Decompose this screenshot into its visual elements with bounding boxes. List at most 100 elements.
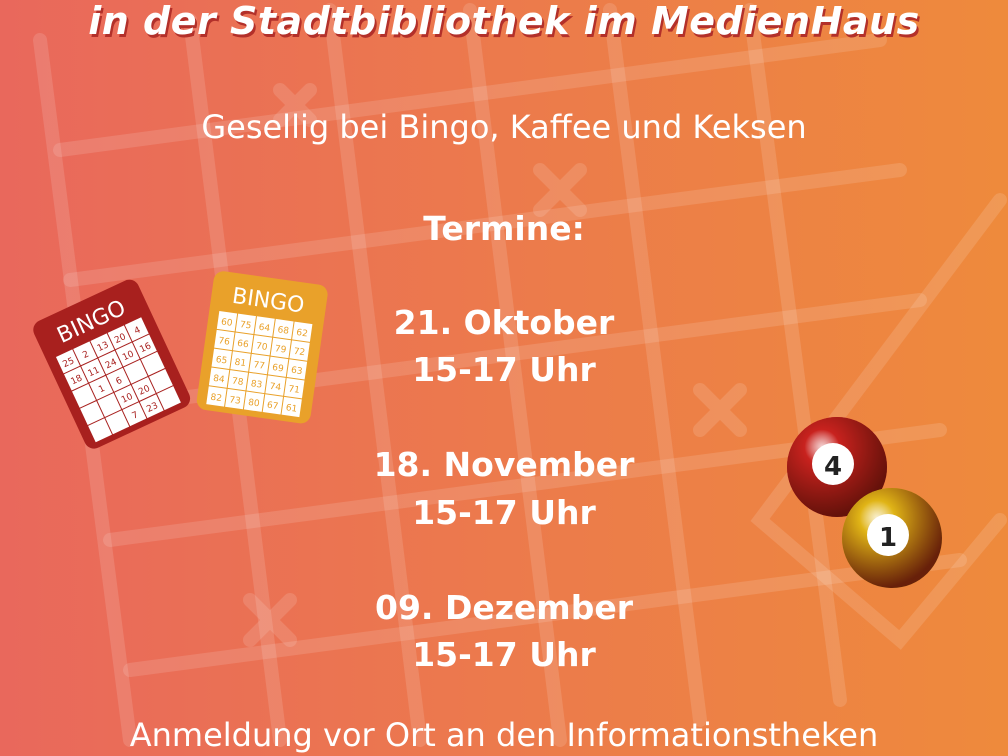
bingo-number: 79 <box>274 344 287 356</box>
date-2: 18. November <box>373 445 635 484</box>
bingo-number: 67 <box>266 401 279 412</box>
bingo-cell <box>122 402 147 427</box>
bingo-cell <box>284 378 305 399</box>
bingo-number: 73 <box>229 395 242 406</box>
date-3: 09. Dezember <box>375 588 633 627</box>
bingo-cell <box>206 386 227 407</box>
poster-title: in der Stadtbibliothek im MedienHaus <box>88 0 920 43</box>
bingo-cell <box>208 367 230 388</box>
bingo-number: 78 <box>231 376 244 388</box>
bingo-number: 72 <box>293 347 306 358</box>
subtitle: Gesellig bei Bingo, Kaffee und Keksen <box>201 108 807 146</box>
bingo-number: 69 <box>272 363 285 375</box>
bingo-cell <box>233 332 254 353</box>
bingo-number: 81 <box>234 358 247 369</box>
bingo-number: 61 <box>285 403 298 414</box>
bingo-ball-4: 4 <box>787 417 887 517</box>
bingo-cell <box>235 313 256 334</box>
bingo-cell <box>90 333 115 358</box>
bingo-cell <box>246 372 267 394</box>
bingo-number: 2 <box>81 349 90 360</box>
bingo-number: 18 <box>70 373 85 387</box>
bingo-cell <box>88 418 113 443</box>
bingo-balls-illustration: 41 <box>787 417 942 588</box>
bingo-number: 66 <box>237 339 250 351</box>
bingo-cell <box>98 350 123 375</box>
bingo-cell <box>156 386 181 411</box>
bingo-cell <box>262 394 284 415</box>
bingo-number: 68 <box>277 325 290 337</box>
bingo-number: 60 <box>220 317 233 329</box>
time-3: 15-17 Uhr <box>412 635 596 674</box>
bingo-cell <box>289 340 310 361</box>
bingo-number: 10 <box>120 392 135 406</box>
bingo-cell <box>214 329 235 351</box>
bingo-cell <box>131 376 156 401</box>
bingo-number: 82 <box>210 393 223 404</box>
bingo-number: 20 <box>113 332 128 346</box>
bingo-cell <box>81 358 106 383</box>
bingo-cell <box>123 359 148 384</box>
bingo-number: 23 <box>145 401 160 415</box>
bingo-cell <box>292 321 313 342</box>
bingo-number: 62 <box>296 328 309 339</box>
bingo-number: 83 <box>250 379 263 390</box>
bingo-number: 16 <box>138 341 153 355</box>
bingo-cell <box>273 318 294 340</box>
bingo-cell <box>251 335 273 356</box>
time-1: 15-17 Uhr <box>412 350 596 389</box>
bingo-number: 65 <box>215 355 228 366</box>
bingo-number: 13 <box>96 340 111 354</box>
bingo-number: 11 <box>87 365 102 379</box>
bingo-cell <box>139 394 164 419</box>
bingo-cell <box>286 359 308 380</box>
bingo-cell <box>216 311 238 332</box>
bingo-cell <box>115 342 140 367</box>
bingo-number: 64 <box>258 323 271 335</box>
ball-number: 1 <box>879 523 897 553</box>
bingo-number: 1 <box>97 384 106 395</box>
registration-note: Anmeldung vor Ort an den Informationsthe… <box>129 716 879 754</box>
bingo-cell <box>249 353 270 375</box>
bingo-cell <box>63 366 88 391</box>
bingo-cell <box>72 383 96 408</box>
bingo-cell <box>265 375 286 396</box>
bingo-cell <box>105 410 130 435</box>
bingo-cell <box>230 351 251 372</box>
bingo-number: 75 <box>239 320 252 331</box>
bingo-number: 4 <box>133 325 143 337</box>
bingo-cell <box>254 316 275 337</box>
bingo-cell <box>227 370 249 391</box>
date-1: 21. Oktober <box>393 303 615 342</box>
bingo-cell <box>270 337 291 359</box>
bingo-number: 6 <box>115 376 125 388</box>
bingo-cell <box>225 388 246 410</box>
bingo-number: 24 <box>104 357 119 371</box>
bingo-cell <box>140 351 165 376</box>
bingo-number: 84 <box>212 374 225 386</box>
bingo-cell <box>107 325 132 350</box>
ball-number: 4 <box>824 452 842 482</box>
bingo-cell <box>243 391 265 412</box>
bingo-cell <box>89 375 114 400</box>
bingo-cell <box>114 385 139 409</box>
bingo-cell <box>73 341 98 366</box>
bingo-number: 74 <box>269 382 282 394</box>
bingo-cell <box>124 317 149 342</box>
bingo-number: 76 <box>218 336 231 348</box>
bingo-number: 25 <box>61 356 76 370</box>
bingo-cell <box>132 334 157 359</box>
bingo-number: 80 <box>247 398 260 410</box>
bingo-number: 77 <box>253 360 266 371</box>
bingo-number: 7 <box>131 410 140 421</box>
bingo-cell <box>267 356 289 377</box>
bingo-cell <box>281 396 302 418</box>
bingo-cell <box>80 401 104 425</box>
bingo-number: 10 <box>121 349 136 363</box>
bingo-number: 63 <box>290 366 303 377</box>
bingo-cell <box>97 393 122 417</box>
bingo-number: 20 <box>137 384 152 398</box>
